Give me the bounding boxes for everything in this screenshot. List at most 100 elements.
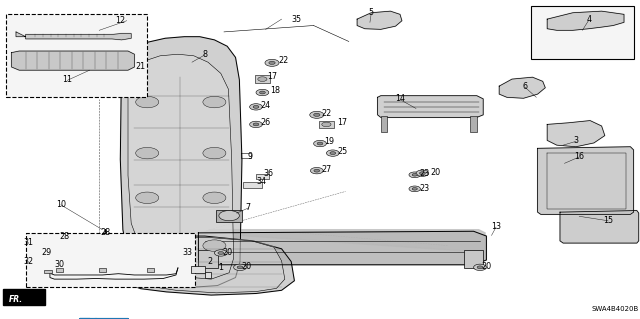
Text: 6: 6: [522, 82, 527, 91]
Circle shape: [474, 264, 486, 271]
Circle shape: [269, 61, 275, 64]
Polygon shape: [102, 230, 294, 295]
Bar: [147, 268, 154, 272]
Circle shape: [314, 113, 320, 116]
Text: 11: 11: [62, 75, 72, 84]
Text: 3: 3: [573, 136, 579, 145]
Text: 25: 25: [337, 147, 348, 156]
Polygon shape: [357, 11, 402, 29]
Text: 35: 35: [291, 15, 301, 24]
Text: 19: 19: [324, 137, 335, 146]
Circle shape: [416, 170, 429, 176]
Text: 17: 17: [267, 72, 277, 81]
Polygon shape: [538, 147, 634, 214]
Polygon shape: [547, 121, 605, 147]
Text: 10: 10: [56, 200, 66, 209]
Polygon shape: [120, 37, 242, 287]
Text: 7: 7: [246, 203, 251, 212]
Text: 17: 17: [337, 118, 348, 127]
Circle shape: [219, 211, 239, 221]
Circle shape: [314, 140, 326, 147]
Polygon shape: [198, 231, 486, 265]
Text: 22: 22: [321, 109, 332, 118]
Polygon shape: [499, 77, 545, 98]
Circle shape: [258, 77, 267, 81]
Circle shape: [136, 192, 159, 204]
Text: 18: 18: [270, 86, 280, 95]
Circle shape: [412, 174, 417, 176]
Circle shape: [136, 96, 159, 108]
Circle shape: [409, 186, 420, 192]
Circle shape: [412, 188, 417, 190]
Text: 4: 4: [586, 15, 591, 24]
Text: 23: 23: [419, 184, 429, 193]
Text: 32: 32: [23, 257, 33, 266]
Bar: [56, 268, 63, 272]
Text: 1: 1: [218, 263, 223, 272]
Bar: [44, 270, 52, 273]
Circle shape: [203, 240, 226, 251]
Text: 27: 27: [321, 165, 332, 174]
Circle shape: [260, 91, 265, 94]
Text: 13: 13: [491, 222, 501, 231]
Text: 5: 5: [369, 8, 374, 17]
Polygon shape: [378, 96, 483, 117]
Text: 9: 9: [247, 152, 252, 161]
Circle shape: [310, 111, 324, 118]
Text: 33: 33: [182, 248, 193, 256]
Bar: [216, 210, 242, 222]
Circle shape: [234, 264, 246, 271]
Text: FR.: FR.: [9, 295, 23, 304]
Text: 20: 20: [430, 168, 440, 177]
Text: 20: 20: [241, 262, 252, 271]
Circle shape: [322, 122, 331, 127]
Circle shape: [214, 250, 227, 256]
Text: 15: 15: [603, 216, 613, 225]
Polygon shape: [12, 51, 134, 70]
Text: 28: 28: [59, 232, 69, 241]
Polygon shape: [114, 236, 285, 293]
Circle shape: [314, 169, 320, 172]
Text: SWA4B4020B: SWA4B4020B: [591, 306, 639, 312]
Bar: [470, 116, 477, 132]
Bar: [6, 14, 147, 97]
Polygon shape: [547, 11, 624, 30]
Bar: [205, 272, 211, 278]
Text: 30: 30: [54, 260, 65, 269]
Bar: [255, 75, 270, 83]
Bar: [243, 182, 262, 188]
Text: 24: 24: [260, 101, 271, 110]
Circle shape: [256, 89, 269, 96]
Circle shape: [250, 121, 262, 128]
Bar: [256, 174, 269, 179]
Text: 23: 23: [419, 169, 429, 178]
Text: 8: 8: [202, 50, 207, 59]
Text: 26: 26: [260, 118, 271, 127]
Text: 21: 21: [136, 63, 146, 71]
Text: 28: 28: [100, 228, 111, 237]
Text: 2: 2: [207, 257, 212, 266]
Circle shape: [203, 147, 226, 159]
Text: 22: 22: [278, 56, 289, 65]
Text: 31: 31: [23, 238, 33, 247]
Text: 16: 16: [574, 152, 584, 161]
Circle shape: [237, 266, 243, 269]
Text: 36: 36: [264, 169, 274, 178]
Bar: [464, 250, 483, 268]
Text: 34: 34: [256, 177, 266, 186]
Circle shape: [330, 152, 336, 155]
Bar: [99, 268, 106, 272]
Text: 12: 12: [115, 16, 125, 25]
Circle shape: [253, 105, 259, 108]
Polygon shape: [128, 54, 234, 279]
Bar: [26, 233, 195, 287]
Circle shape: [317, 142, 323, 145]
Bar: [319, 121, 334, 128]
Text: 29: 29: [42, 248, 52, 256]
Circle shape: [420, 172, 426, 175]
Bar: [191, 266, 205, 273]
Circle shape: [326, 150, 339, 156]
Circle shape: [409, 172, 420, 178]
Bar: [531, 6, 634, 59]
Bar: [3, 289, 45, 305]
